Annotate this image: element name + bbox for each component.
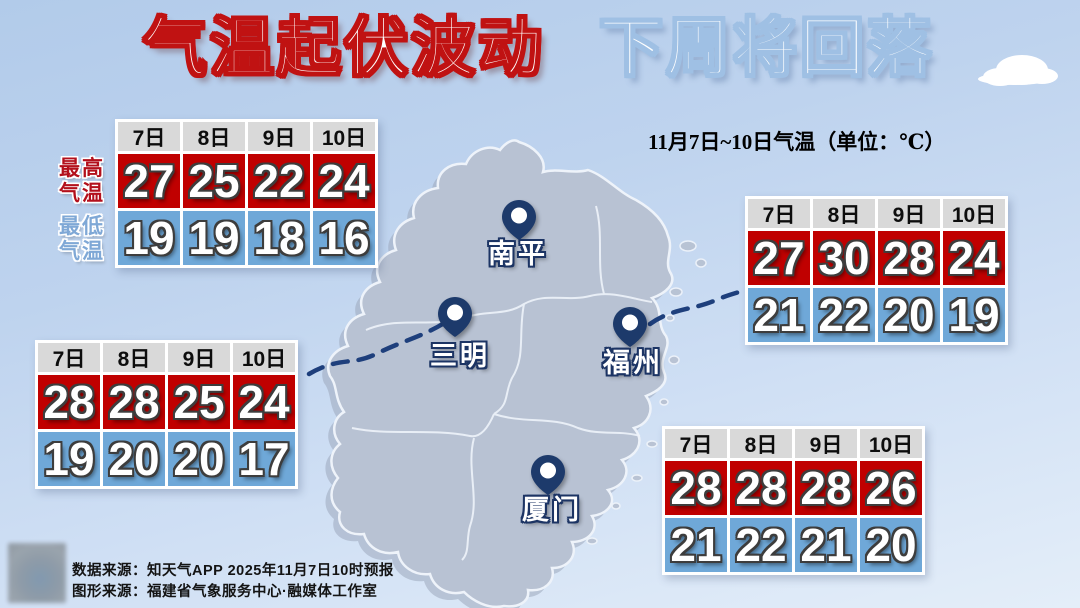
footer-credits: 数据来源：知天气APP 2025年11月7日10时预报 图形来源：福建省气象服务… (72, 561, 394, 603)
fuzhou-temp-table: 7日 8日 9日 10日 27 30 28 24 21 22 20 19 (745, 196, 1008, 345)
day-header-cell: 10日 (860, 429, 922, 458)
title-part-red: 气温起伏波动 (142, 11, 545, 85)
max-temp-row-label: 最高 气温 (59, 157, 105, 205)
min-temp-cell: 17 (233, 432, 295, 486)
source-logo (8, 543, 66, 603)
fuzhou-city-label: 福州 (603, 348, 663, 378)
max-temp-cell: 28 (878, 231, 940, 285)
day-header-cell: 9日 (248, 122, 310, 151)
day-header-cell: 8日 (103, 343, 165, 372)
min-temp-cell: 16 (313, 211, 375, 265)
max-temp-cell: 26 (860, 461, 922, 515)
day-header-cell: 8日 (730, 429, 792, 458)
xiamen-pin-icon (531, 455, 565, 495)
cloud-icon (978, 55, 1058, 86)
day-header-cell: 8日 (183, 122, 245, 151)
nanping-temp-table: 7日 8日 9日 10日 27 25 22 24 19 19 18 16 (115, 119, 378, 268)
page-title: 气温起伏波动 下周将回落 (142, 10, 934, 87)
min-temp-cell: 21 (795, 518, 857, 572)
nanping-city-label: 南平 (488, 239, 548, 269)
min-temp-cell: 22 (730, 518, 792, 572)
sanming-city-label: 三明 (430, 341, 490, 371)
data-source-line: 数据来源：知天气APP 2025年11月7日10时预报 (72, 563, 394, 579)
xiamen-city-label: 厦门 (522, 495, 582, 525)
min-temp-cell: 21 (665, 518, 727, 572)
max-temp-cell: 24 (943, 231, 1005, 285)
day-header-cell: 9日 (168, 343, 230, 372)
day-header-cell: 8日 (813, 199, 875, 228)
day-header-cell: 10日 (943, 199, 1005, 228)
min-temp-cell: 20 (878, 288, 940, 342)
day-header-cell: 7日 (118, 122, 180, 151)
leader-dash-lines (306, 287, 749, 377)
day-header-cell: 10日 (233, 343, 295, 372)
min-temp-cell: 21 (748, 288, 810, 342)
min-temp-cell: 20 (103, 432, 165, 486)
min-temp-row-label: 最低 气温 (59, 215, 105, 263)
min-temp-cell: 19 (118, 211, 180, 265)
nanping-pin-icon (502, 200, 536, 240)
title-part-blue: 下周将回落 (598, 11, 934, 85)
xiamen-temp-table: 7日 8日 9日 10日 28 28 28 26 21 22 21 20 (662, 426, 925, 575)
max-temp-cell: 30 (813, 231, 875, 285)
day-header-cell: 7日 (38, 343, 100, 372)
max-temp-cell: 28 (38, 375, 100, 429)
max-temp-cell: 28 (730, 461, 792, 515)
day-header-cell: 7日 (748, 199, 810, 228)
max-temp-cell: 25 (168, 375, 230, 429)
min-temp-cell: 20 (860, 518, 922, 572)
max-temp-cell: 27 (748, 231, 810, 285)
max-temp-cell: 27 (118, 154, 180, 208)
sanming-pin-icon (438, 297, 472, 337)
graphic-source-line: 图形来源：福建省气象服务中心·融媒体工作室 (72, 584, 378, 601)
min-temp-cell: 18 (248, 211, 310, 265)
max-temp-cell: 22 (248, 154, 310, 208)
fuzhou-pin-icon (613, 307, 647, 347)
min-temp-cell: 19 (183, 211, 245, 265)
day-header-cell: 10日 (313, 122, 375, 151)
sanming-temp-table: 7日 8日 9日 10日 28 28 25 24 19 20 20 17 (35, 340, 298, 489)
subtitle: 11月7日~10日气温（单位：℃） (648, 130, 946, 154)
max-temp-cell: 24 (313, 154, 375, 208)
min-temp-cell: 22 (813, 288, 875, 342)
max-temp-cell: 28 (103, 375, 165, 429)
day-header-cell: 9日 (795, 429, 857, 458)
max-temp-cell: 24 (233, 375, 295, 429)
max-temp-cell: 25 (183, 154, 245, 208)
max-temp-cell: 28 (665, 461, 727, 515)
min-temp-cell: 19 (943, 288, 1005, 342)
min-temp-cell: 19 (38, 432, 100, 486)
day-header-cell: 7日 (665, 429, 727, 458)
min-temp-cell: 20 (168, 432, 230, 486)
max-temp-cell: 28 (795, 461, 857, 515)
day-header-cell: 9日 (878, 199, 940, 228)
